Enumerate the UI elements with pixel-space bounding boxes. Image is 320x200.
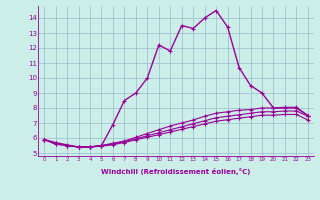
X-axis label: Windchill (Refroidissement éolien,°C): Windchill (Refroidissement éolien,°C) xyxy=(101,168,251,175)
